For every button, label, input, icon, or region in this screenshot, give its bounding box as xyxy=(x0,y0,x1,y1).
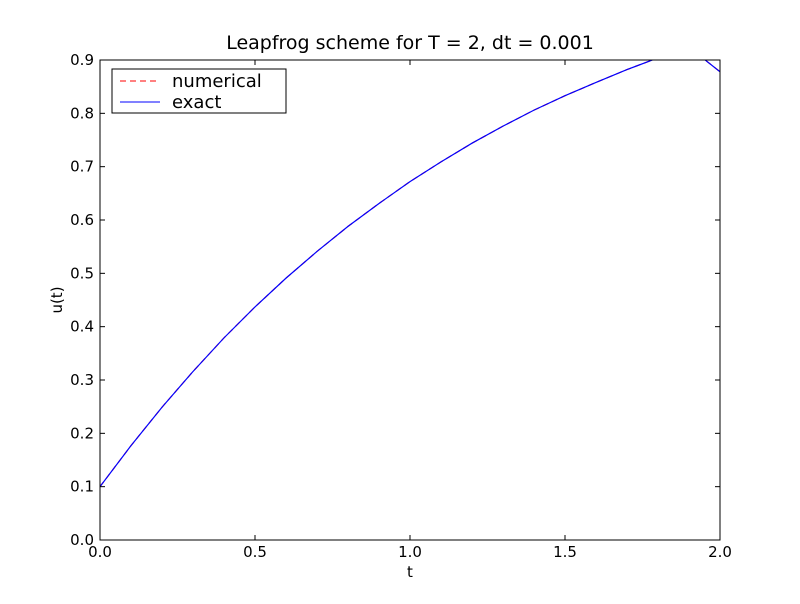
x-tick-label: 0.0 xyxy=(88,543,112,561)
y-tick-label: 0.1 xyxy=(70,478,94,496)
x-tick-label: 1.5 xyxy=(553,543,577,561)
legend-label-exact: exact xyxy=(172,92,221,113)
y-tick-label: 0.2 xyxy=(70,424,94,442)
legend-label-numerical: numerical xyxy=(172,71,262,92)
x-ticks: 0.0 0.5 1.0 1.5 2.0 xyxy=(88,60,732,561)
series-line-exact xyxy=(100,60,720,488)
y-tick-label: 0.4 xyxy=(70,318,94,336)
y-tick-label: 0.6 xyxy=(70,211,94,229)
x-tick-label: 1.0 xyxy=(398,543,422,561)
x-tick-label: 2.0 xyxy=(708,543,732,561)
legend-box xyxy=(111,68,287,114)
y-ticks: 0.0 0.1 0.2 0.3 0.4 0.5 0.6 0.7 0.8 0.9 xyxy=(70,51,720,549)
series-layer xyxy=(100,60,720,488)
y-tick-label: 0.8 xyxy=(70,104,94,122)
y-tick-label: 0.0 xyxy=(70,531,94,549)
y-axis-label: u(t) xyxy=(48,286,66,313)
x-tick-label: 0.5 xyxy=(243,543,267,561)
plot-frame xyxy=(99,59,721,541)
y-tick-label: 0.7 xyxy=(70,158,94,176)
legend: numerical exact xyxy=(111,68,287,114)
x-axis-label: t xyxy=(407,563,413,581)
y-tick-label: 0.9 xyxy=(70,51,94,69)
y-tick-label: 0.3 xyxy=(70,371,94,389)
y-tick-label: 0.5 xyxy=(70,264,94,282)
chart-title: Leapfrog scheme for T = 2, dt = 0.001 xyxy=(226,32,594,54)
